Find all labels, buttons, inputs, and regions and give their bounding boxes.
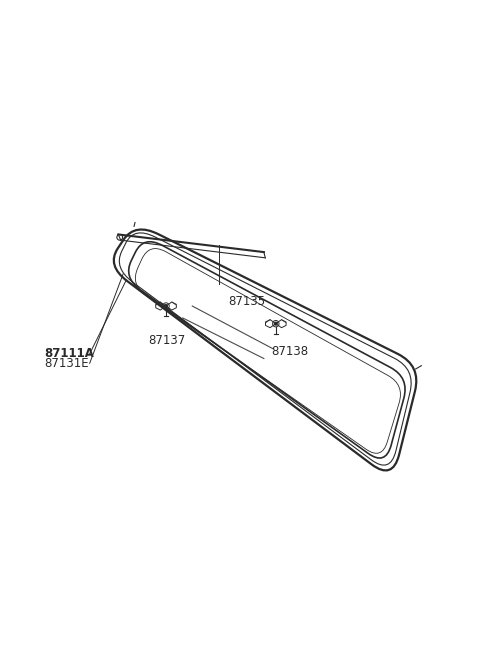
Circle shape bbox=[274, 322, 278, 326]
Text: 87111A: 87111A bbox=[44, 347, 94, 360]
Text: 87138: 87138 bbox=[271, 345, 308, 358]
Text: 87137: 87137 bbox=[148, 333, 185, 346]
Circle shape bbox=[164, 304, 168, 308]
Text: 87135: 87135 bbox=[228, 295, 265, 308]
Text: 87131E: 87131E bbox=[44, 357, 89, 370]
